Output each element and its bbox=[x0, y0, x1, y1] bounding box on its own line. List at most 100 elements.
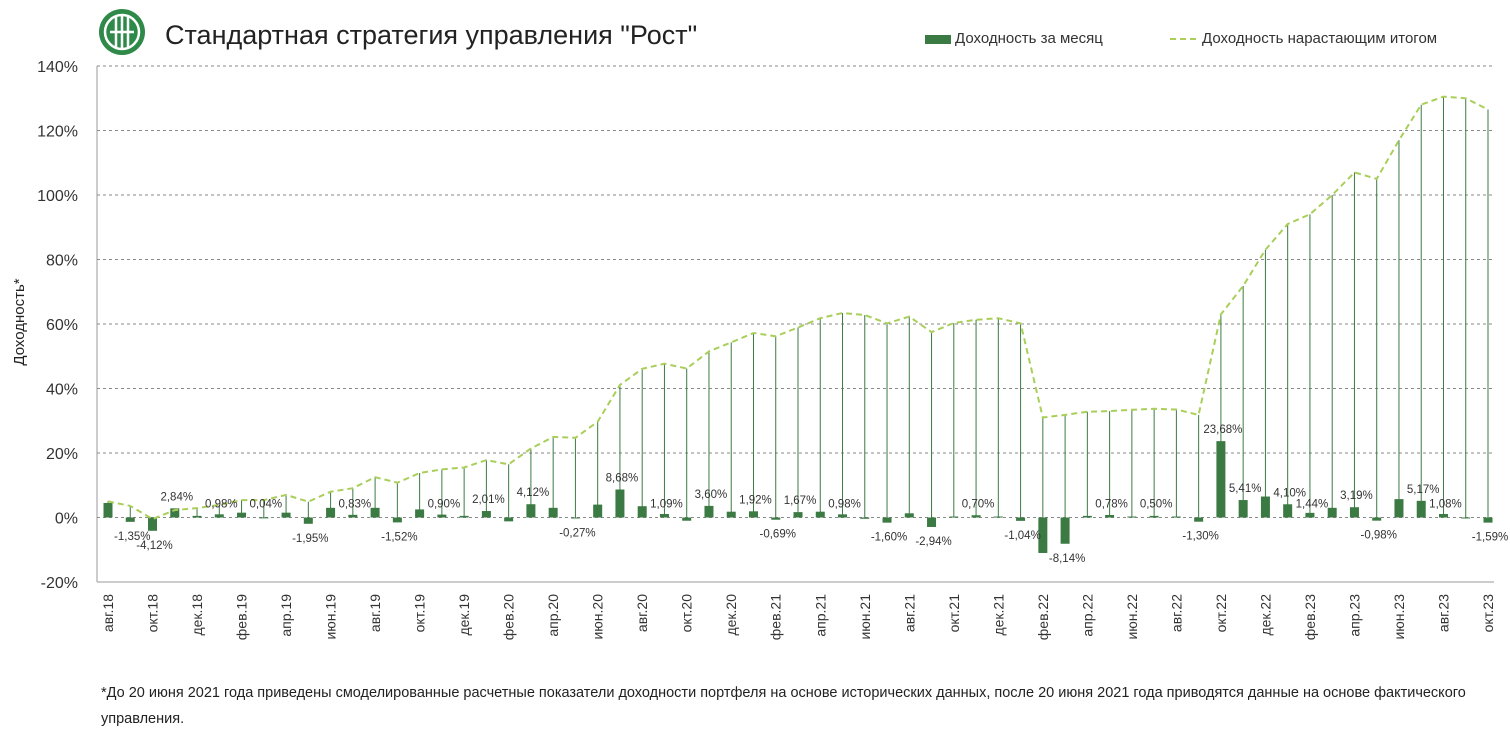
data-labels: -4,12%-1,35% 2,84% 0,98% 0,04% -1,95% 0,83% -1… bbox=[114, 424, 1508, 565]
data-label: 8,68% bbox=[606, 473, 639, 485]
bar-monthly-мар.22 bbox=[1060, 517, 1070, 544]
legend-item-monthly: Доходность за месяц bbox=[925, 30, 1103, 47]
x-tick-label: окт.19 bbox=[412, 594, 428, 633]
data-label: 0,70% bbox=[962, 499, 995, 511]
data-label: 5,41% bbox=[1229, 483, 1262, 495]
bar-monthly-окт.20 bbox=[682, 517, 692, 521]
logo bbox=[99, 9, 145, 55]
x-tick-label: апр.19 bbox=[278, 594, 294, 637]
x-tick-label: дек.18 bbox=[189, 594, 205, 636]
data-label: 4,12% bbox=[517, 487, 550, 499]
x-tick-label: апр.22 bbox=[1079, 594, 1095, 637]
y-tick-label: 20% bbox=[46, 446, 78, 463]
x-tick-label: апр.23 bbox=[1346, 594, 1362, 637]
data-label: -1,60% bbox=[871, 532, 907, 544]
bar-monthly-фев.21 bbox=[771, 517, 781, 520]
legend-bar-swatch bbox=[925, 34, 951, 44]
data-label: 0,04% bbox=[250, 499, 283, 511]
x-tick-label: апр.20 bbox=[545, 594, 561, 637]
legend-item-cumulative: Доходность нарастающим итогом bbox=[1170, 30, 1437, 47]
data-label: 1,09% bbox=[650, 499, 683, 511]
y-axis-ticks: -20% 0% 20% 40% 60% 80% 100% 120% 140% bbox=[37, 59, 78, 592]
y-axis-label: Доходность* bbox=[11, 278, 28, 365]
x-tick-label: авг.21 bbox=[901, 594, 917, 632]
x-tick-label: авг.23 bbox=[1435, 594, 1451, 632]
x-tick-label: июн.22 bbox=[1124, 594, 1140, 640]
x-tick-label: дек.20 bbox=[723, 594, 739, 636]
data-label: -0,69% bbox=[760, 529, 796, 541]
x-tick-label: окт.22 bbox=[1213, 594, 1229, 633]
y-tick-label: 0% bbox=[55, 511, 78, 528]
data-label: -1,04% bbox=[1004, 530, 1040, 542]
x-tick-label: дек.22 bbox=[1257, 594, 1273, 636]
data-label: 4,10% bbox=[1273, 487, 1306, 499]
bar-monthly-сен.21 bbox=[927, 517, 937, 527]
data-label: -1,95% bbox=[292, 533, 328, 545]
y-tick-label: -20% bbox=[41, 575, 78, 592]
data-label: -1,52% bbox=[381, 531, 417, 543]
data-label: -4,12% bbox=[136, 540, 172, 552]
data-label: 0,50% bbox=[1140, 499, 1173, 511]
data-label: 1,67% bbox=[784, 495, 817, 507]
x-tick-label: июн.23 bbox=[1391, 594, 1407, 640]
data-label: 1,92% bbox=[739, 494, 772, 506]
x-tick-label: окт.20 bbox=[679, 594, 695, 633]
data-label: 3,60% bbox=[695, 489, 728, 501]
y-tick-label: 60% bbox=[46, 317, 78, 334]
data-label: 0,83% bbox=[339, 499, 372, 511]
x-tick-label: окт.18 bbox=[145, 594, 161, 633]
y-tick-label: 100% bbox=[37, 188, 78, 205]
bar-monthly-май.23 bbox=[1372, 517, 1382, 521]
x-tick-label: авг.22 bbox=[1168, 594, 1184, 632]
bar-monthly-сен.18 bbox=[125, 517, 135, 522]
data-label: -1,30% bbox=[1182, 531, 1218, 543]
data-label: 23,68% bbox=[1203, 424, 1242, 436]
x-tick-label: окт.23 bbox=[1480, 594, 1496, 633]
data-label: 2,01% bbox=[472, 494, 505, 506]
bar-monthly-окт.23 bbox=[1483, 517, 1493, 523]
data-label: 0,90% bbox=[428, 499, 461, 511]
y-tick-label: 40% bbox=[46, 382, 78, 399]
x-tick-label: июн.19 bbox=[323, 594, 339, 640]
y-tick-label: 120% bbox=[37, 124, 78, 141]
bar-monthly-сен.23 bbox=[1461, 517, 1471, 519]
x-tick-label: окт.21 bbox=[946, 594, 962, 633]
data-label: 1,08% bbox=[1429, 499, 1462, 511]
bar-monthly-фев.22 bbox=[1038, 517, 1048, 553]
x-tick-label: авг.18 bbox=[100, 594, 116, 632]
bar-monthly-сен.22 bbox=[1194, 517, 1204, 522]
data-label: 0,78% bbox=[1095, 499, 1128, 511]
bar-monthly-мар.19 bbox=[259, 517, 269, 519]
legend-line-swatch bbox=[1170, 38, 1196, 41]
data-label: -1,59% bbox=[1472, 532, 1508, 544]
chart-area: -20% 0% 20% 40% 60% 80% 100% 120% 140% Доходност… bbox=[11, 59, 1508, 640]
data-label: -8,14% bbox=[1049, 553, 1085, 565]
x-tick-label: авг.19 bbox=[367, 594, 383, 632]
chart-title: Стандартная стратегия управления "Рост" bbox=[165, 20, 698, 50]
x-tick-label: дек.21 bbox=[990, 594, 1006, 636]
bar-monthly-окт.18 bbox=[148, 517, 158, 531]
x-tick-label: июн.20 bbox=[590, 594, 606, 640]
data-label: -2,94% bbox=[915, 536, 951, 548]
x-tick-label: апр.21 bbox=[812, 594, 828, 637]
data-label: 5,17% bbox=[1407, 484, 1440, 496]
cumulative-stems bbox=[107, 96, 1489, 520]
legend-label-cumulative: Доходность нарастающим итогом bbox=[1202, 30, 1438, 47]
data-label: -1,35% bbox=[114, 531, 150, 543]
data-label: 0,98% bbox=[205, 499, 238, 511]
x-tick-label: фев.19 bbox=[234, 594, 250, 640]
data-label: -0,98% bbox=[1360, 530, 1396, 542]
bar-monthly-июн.21 bbox=[860, 517, 870, 519]
bar-monthly-янв.22 bbox=[1016, 517, 1026, 521]
bar-monthly-май.20 bbox=[570, 517, 580, 519]
bar-monthly-июл.21 bbox=[882, 517, 892, 523]
bar-monthly-фев.20 bbox=[504, 517, 514, 522]
y-tick-label: 140% bbox=[37, 59, 78, 76]
x-tick-label: дек.19 bbox=[456, 594, 472, 636]
x-tick-label: фев.23 bbox=[1302, 594, 1318, 640]
data-label: 1,44% bbox=[1296, 499, 1329, 511]
legend-label-monthly: Доходность за месяц bbox=[955, 30, 1103, 47]
bar-monthly-сен.19 bbox=[392, 517, 402, 523]
data-label: 0,98% bbox=[828, 499, 861, 511]
x-tick-label: фев.22 bbox=[1035, 594, 1051, 640]
